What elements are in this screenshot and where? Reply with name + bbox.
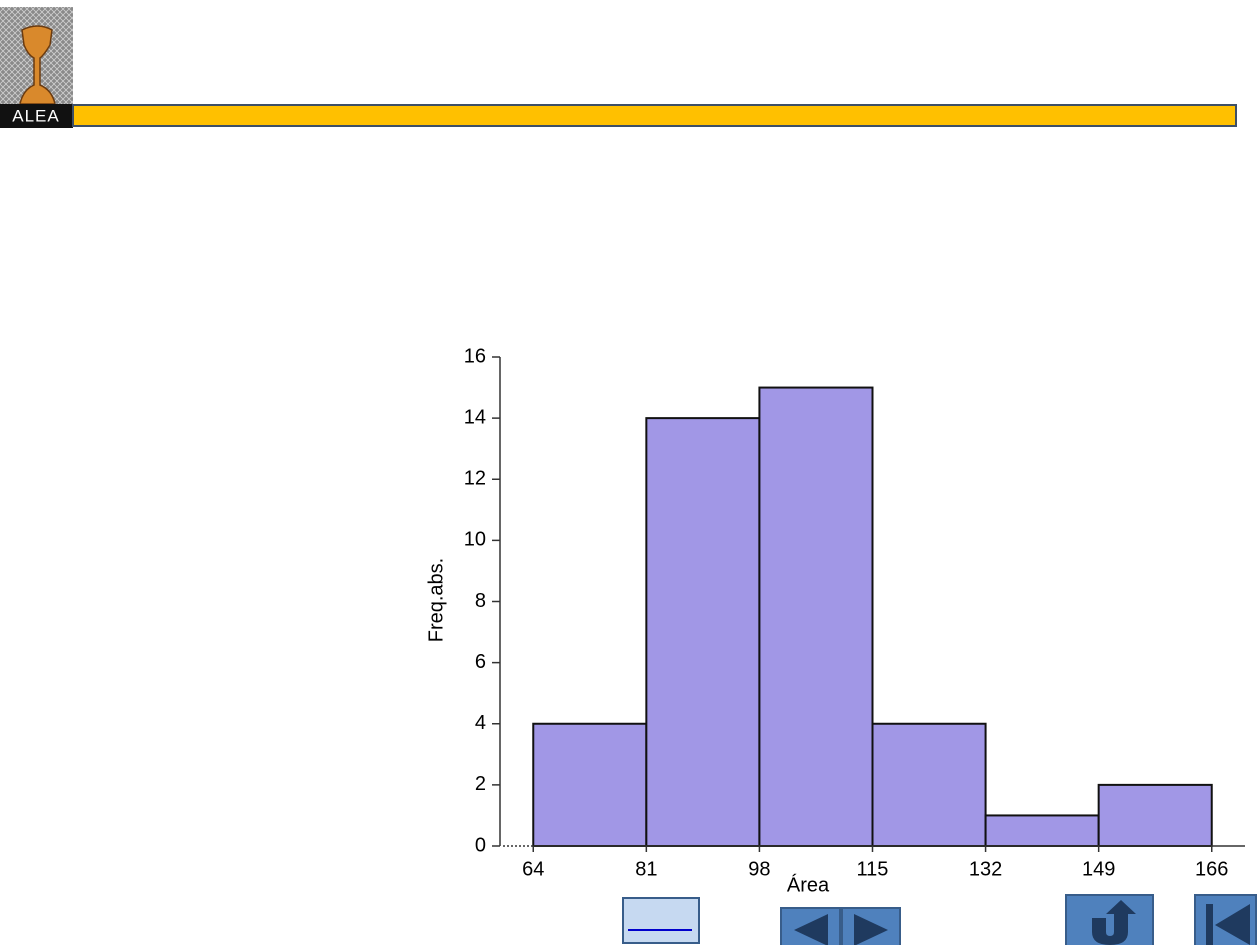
logo-figure	[19, 25, 56, 105]
y-tick-label: 6	[475, 651, 486, 673]
return-button[interactable]	[1065, 894, 1154, 948]
x-tick-label: 98	[748, 858, 770, 880]
histogram-bar	[758, 386, 874, 847]
logo-strip	[0, 104, 73, 128]
logo-text: ALEA	[12, 106, 59, 125]
histogram-bar	[532, 722, 648, 847]
y-tick-label: 16	[464, 345, 486, 367]
y-tick-label: 4	[475, 712, 486, 734]
next-button[interactable]	[841, 907, 901, 949]
previous-button[interactable]	[780, 907, 841, 949]
histogram-bar	[1097, 783, 1213, 847]
logo: ALEA	[0, 7, 73, 128]
y-tick-label: 10	[464, 529, 486, 551]
nav-buttons	[622, 894, 1257, 949]
y-tick-label: 0	[475, 834, 486, 856]
x-tick-label: 64	[522, 858, 544, 880]
first-icon-bar	[1206, 904, 1213, 945]
histogram-bar	[645, 417, 761, 847]
next-icon	[854, 914, 888, 946]
histogram-bar	[984, 814, 1100, 847]
previous-icon	[794, 914, 828, 946]
return-icon	[1092, 900, 1136, 945]
y-tick-label: 14	[464, 406, 486, 428]
x-axis-label: Área	[787, 873, 830, 896]
y-tick-label: 8	[475, 590, 486, 612]
y-tick-label: 2	[475, 773, 486, 795]
y-tick-label: 12	[464, 468, 486, 490]
x-tick-label: 166	[1195, 858, 1228, 880]
x-tick-label: 115	[857, 858, 889, 880]
first-icon-arrow	[1215, 904, 1250, 945]
x-tick-label: 132	[969, 858, 1002, 880]
y-axis-label: Freq.abs.	[425, 558, 447, 642]
x-tick-label: 81	[635, 858, 657, 880]
link-button[interactable]	[622, 897, 700, 944]
histogram-bar	[871, 722, 987, 847]
header-bar	[72, 104, 1237, 127]
link-button-box[interactable]	[622, 897, 700, 944]
histogram-chart: Área Freq.abs. 0 2 4 6 8 10 12 14 16 64 81 98 115 132…	[425, 345, 1245, 896]
first-button[interactable]	[1194, 894, 1257, 948]
x-tick-label: 149	[1082, 858, 1115, 880]
